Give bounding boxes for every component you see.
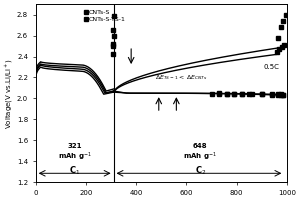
Text: C$_2$: C$_2$ <box>194 165 206 177</box>
Text: 648
mAh g$^{-1}$: 648 mAh g$^{-1}$ <box>183 143 217 163</box>
Y-axis label: Voltage(V vs.Li/Li$^+$): Voltage(V vs.Li/Li$^+$) <box>4 58 16 129</box>
Text: C$_1$: C$_1$ <box>69 165 80 177</box>
Text: 321
mAh g$^{-1}$: 321 mAh g$^{-1}$ <box>58 143 92 163</box>
Text: 0.5C: 0.5C <box>264 64 280 70</box>
Text: $\Delta E_{TS-1}$ < $\Delta E_{CNTs}$: $\Delta E_{TS-1}$ < $\Delta E_{CNTs}$ <box>155 74 208 82</box>
Legend: CNTs-S, CNTs-S-TS-1: CNTs-S, CNTs-S-TS-1 <box>82 7 128 24</box>
